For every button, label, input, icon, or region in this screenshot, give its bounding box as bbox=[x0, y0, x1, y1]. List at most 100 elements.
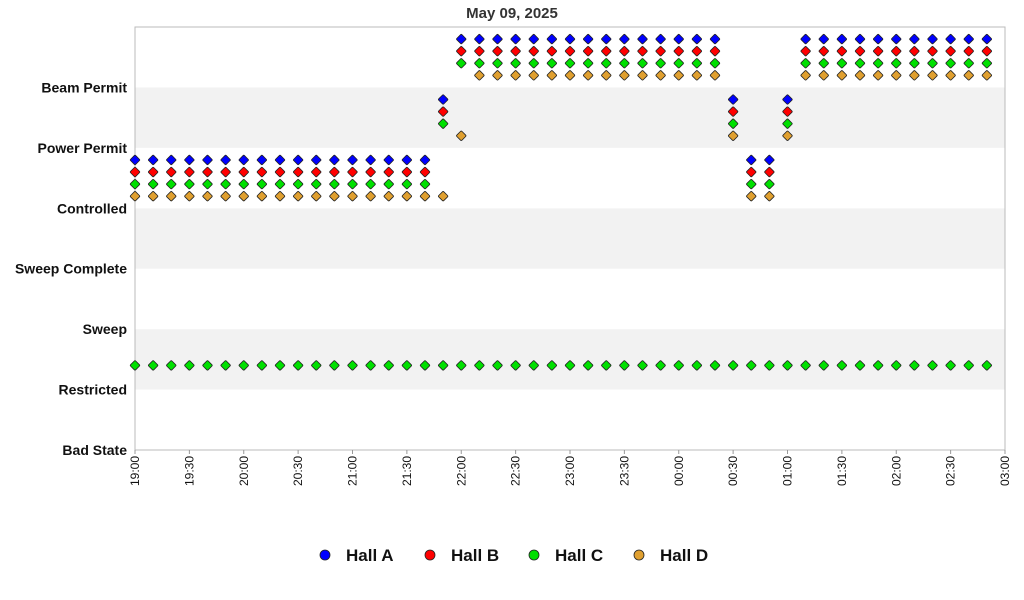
hall-b-point bbox=[564, 46, 576, 57]
hall-c-restricted-point bbox=[673, 360, 684, 371]
hall-d-point bbox=[274, 191, 286, 202]
legend: Hall A Hall B Hall C Hall D bbox=[319, 546, 708, 565]
x-tick-label: 03:00 bbox=[998, 456, 1012, 486]
hall-b-point bbox=[293, 166, 304, 178]
hall-c-restricted-point bbox=[456, 360, 467, 371]
hall-c-point bbox=[184, 179, 195, 190]
hall-a-point bbox=[981, 34, 992, 45]
hall-d-point bbox=[438, 191, 449, 202]
hall-d-point bbox=[293, 191, 304, 202]
hall-c-restricted-point bbox=[728, 360, 739, 371]
hall-d-point bbox=[546, 70, 557, 81]
legend-label: Hall D bbox=[660, 546, 708, 565]
hall-c-point bbox=[293, 179, 304, 190]
hall-b-point bbox=[129, 166, 141, 178]
hall-a-point bbox=[329, 154, 340, 166]
hall-c-restricted-point bbox=[419, 360, 431, 371]
x-tick-label: 19:30 bbox=[182, 456, 196, 486]
hall-c-restricted-point bbox=[546, 360, 557, 371]
hall-c-restricted-point bbox=[184, 360, 195, 371]
hall-d-point bbox=[510, 70, 521, 81]
hall-c-point bbox=[927, 58, 938, 69]
hall-c-point bbox=[800, 58, 811, 69]
x-tick-label: 22:30 bbox=[509, 456, 523, 486]
hall-c-point bbox=[202, 179, 213, 190]
hall-c-point bbox=[510, 58, 521, 69]
hall-b-point bbox=[782, 106, 793, 117]
hall-c-restricted-point bbox=[329, 360, 340, 371]
hall-c-point bbox=[256, 179, 267, 190]
chart-title: May 09, 2025 bbox=[466, 5, 558, 22]
band-sweep-complete bbox=[135, 208, 1005, 269]
hall-c-point bbox=[492, 58, 503, 69]
hall-a-point bbox=[927, 34, 938, 45]
hall-d-point bbox=[945, 70, 956, 81]
hall-a-point bbox=[564, 34, 576, 45]
hall-b-point bbox=[945, 46, 956, 57]
hall-a-point bbox=[347, 154, 358, 166]
legend-marker bbox=[424, 549, 436, 561]
hall-b-point bbox=[383, 166, 394, 178]
hall-a-point bbox=[401, 154, 412, 166]
hall-b-point bbox=[818, 46, 829, 57]
x-tick-label: 23:30 bbox=[617, 456, 631, 486]
hall-c-point bbox=[238, 179, 249, 190]
hall-b-point bbox=[709, 46, 721, 57]
hall-c-point bbox=[655, 58, 666, 69]
hall-a-point bbox=[673, 34, 684, 45]
hall-c-restricted-point bbox=[818, 360, 829, 371]
hall-b-point bbox=[148, 166, 159, 178]
legend-marker bbox=[633, 549, 645, 561]
hall-c-restricted-point bbox=[927, 360, 938, 371]
hall-c-restricted-point bbox=[637, 360, 648, 371]
hall-b-point bbox=[311, 166, 322, 178]
plot-bands bbox=[135, 27, 1005, 450]
hall-d-point bbox=[220, 191, 231, 202]
x-tick-label: 00:30 bbox=[726, 456, 740, 486]
hall-a-point bbox=[238, 154, 249, 166]
hall-d-point bbox=[492, 70, 503, 81]
hall-c-restricted-point bbox=[746, 360, 757, 371]
x-tick-label: 00:00 bbox=[672, 456, 686, 486]
hall-c-point bbox=[619, 58, 630, 69]
hall-a-point bbox=[854, 34, 866, 45]
hall-c-point bbox=[637, 58, 648, 69]
hall-d-point bbox=[601, 70, 612, 81]
x-tick-label: 21:00 bbox=[346, 456, 360, 486]
hall-c-restricted-point bbox=[311, 360, 322, 371]
hall-b-point bbox=[691, 46, 702, 57]
hall-c-point bbox=[782, 118, 793, 129]
hall-b-point bbox=[220, 166, 231, 178]
hall-c-restricted-point bbox=[383, 360, 394, 371]
hall-d-point bbox=[673, 70, 684, 81]
hall-c-restricted-point bbox=[256, 360, 267, 371]
hall-d-point bbox=[818, 70, 829, 81]
hall-d-point bbox=[746, 191, 757, 202]
x-tick-label: 20:30 bbox=[291, 456, 305, 486]
hall-a-point bbox=[274, 154, 286, 166]
x-tick-label: 19:00 bbox=[128, 456, 142, 486]
hall-c-restricted-point bbox=[800, 360, 811, 371]
hall-c-restricted-point bbox=[981, 360, 992, 371]
hall-c-restricted-point bbox=[601, 360, 612, 371]
hall-c-restricted-point bbox=[438, 360, 449, 371]
hall-c-restricted-point bbox=[510, 360, 521, 371]
hall-d-point bbox=[256, 191, 267, 202]
hall-c-restricted-point bbox=[148, 360, 159, 371]
hall-c-point bbox=[438, 118, 449, 129]
y-label: Sweep Complete bbox=[15, 261, 127, 277]
hall-b-point bbox=[655, 46, 666, 57]
hall-c-restricted-point bbox=[220, 360, 231, 371]
y-label: Power Permit bbox=[38, 140, 128, 156]
hall-c-restricted-point bbox=[129, 360, 141, 371]
hall-c-point bbox=[365, 179, 376, 190]
hall-a-point bbox=[709, 34, 721, 45]
hall-c-point bbox=[909, 58, 920, 69]
hall-d-point bbox=[728, 130, 739, 141]
hall-c-restricted-point bbox=[492, 360, 503, 371]
hall-a-point bbox=[583, 34, 594, 45]
hall-b-point bbox=[438, 106, 449, 117]
hall-b-point bbox=[256, 166, 267, 178]
hall-d-point bbox=[166, 191, 177, 202]
hall-b-point bbox=[728, 106, 739, 117]
